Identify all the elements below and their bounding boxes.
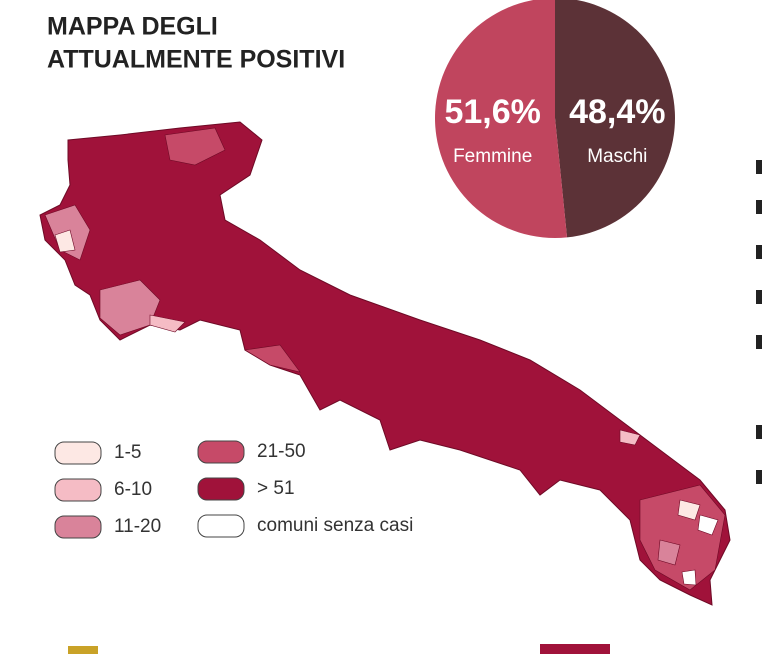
pie-value-label: 48,4% [569,93,665,131]
side-mark [756,245,762,259]
side-marks [68,160,762,654]
legend-label: 6-10 [114,479,152,500]
legend-label: 11-20 [114,516,161,537]
area [639,484,726,591]
legend-swatch [197,477,245,501]
side-mark [756,425,762,439]
region-shape [39,121,731,606]
area [54,229,76,253]
area [619,429,641,446]
title-line: ATTUALMENTE POSITIVI [47,46,345,74]
area [657,539,681,566]
side-mark [756,290,762,304]
area [697,514,719,536]
pie-slice [555,0,675,238]
area [681,569,697,586]
area [149,314,186,333]
pie-category-label: Femmine [453,146,532,167]
side-mark [756,335,762,349]
pie-slice [435,0,568,238]
side-mark [756,160,762,174]
legend-label: 21-50 [257,441,306,462]
legend-swatch [54,515,102,539]
footer-logo [68,646,98,654]
area [677,499,701,521]
legend-label: comuni senza casi [257,515,413,536]
area [244,344,301,373]
pie-chart: 48,4% Maschi 51,6% Femmine [435,0,675,238]
side-mark [756,470,762,484]
legend-swatch [197,440,245,464]
region-map [39,121,731,606]
legend-label: 1-5 [114,442,141,463]
legend-swatch [54,441,102,465]
pie-value-label: 51,6% [444,93,540,131]
title-line: MAPPA DEGLI [47,13,218,41]
legend-swatch [197,514,245,538]
pie-category-label: Maschi [587,146,647,167]
side-mark [756,200,762,214]
legend-label: > 51 [257,478,295,499]
map-legend: 1-5 6-10 11-20 21-50 > 51 comuni senza casi [54,440,413,539]
footer-logo [540,644,610,654]
legend-swatch [54,478,102,502]
area [164,127,226,166]
